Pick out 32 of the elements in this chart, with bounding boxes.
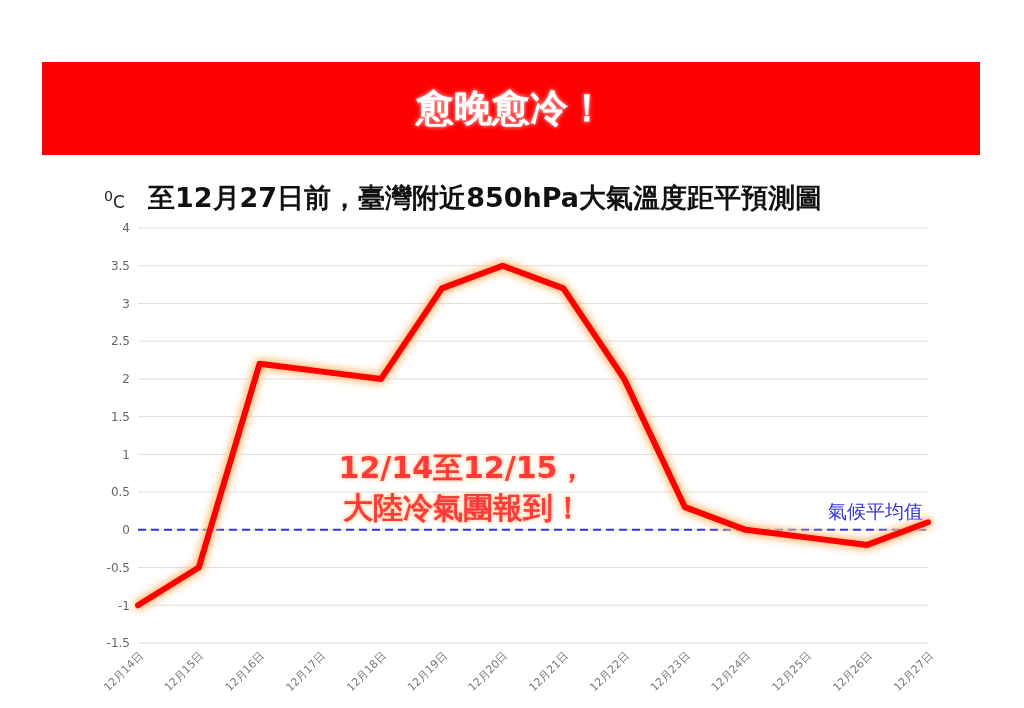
chart-subtitle: 至12月27日前，臺灣附近850hPa大氣溫度距平預測圖 xyxy=(148,181,823,215)
y-axis-title: $^{0}$C xyxy=(104,188,125,212)
x-tick-label: 12月26日 xyxy=(830,649,875,694)
x-tick-label: 12月17日 xyxy=(283,649,328,694)
y-tick-label: 0.5 xyxy=(110,485,130,500)
x-tick-label: 12月22日 xyxy=(587,649,632,694)
y-tick-label: 2.5 xyxy=(110,334,130,349)
x-tick-label: 12月19日 xyxy=(404,649,450,694)
x-tick-label: 12月15日 xyxy=(161,649,207,694)
x-tick-label: 12月20日 xyxy=(465,649,511,694)
y-tick-label: 0 xyxy=(122,523,130,538)
chart-title: 愈晚愈冷！ xyxy=(42,62,980,155)
ref-line-label: 氣候平均值 xyxy=(828,500,923,523)
x-tick-label: 12月21日 xyxy=(526,649,572,694)
annotation: 大陸冷氣團報到！ xyxy=(342,489,584,527)
x-tick-label: 12月16日 xyxy=(222,649,268,694)
y-tick-label: -1 xyxy=(118,598,130,613)
y-tick-label: 4 xyxy=(122,221,130,236)
x-tick-label: 12月24日 xyxy=(708,649,754,694)
y-tick-label: 2 xyxy=(122,372,130,387)
y-tick-label: -0.5 xyxy=(106,560,130,575)
x-tick-label: 12月27日 xyxy=(891,649,936,694)
y-tick-label: 1.5 xyxy=(110,409,130,424)
x-tick-label: 12月23日 xyxy=(648,649,693,694)
y-tick-label: 3.5 xyxy=(110,258,130,273)
y-tick-label: -1.5 xyxy=(106,636,130,651)
x-tick-label: 12月14日 xyxy=(101,649,146,694)
y-tick-label: 3 xyxy=(122,296,130,311)
y-tick-label: 1 xyxy=(122,447,130,462)
x-tick-label: 12月25日 xyxy=(769,649,815,694)
annotation: 12/14至12/15， xyxy=(337,449,589,487)
x-tick-label: 12月18日 xyxy=(344,649,389,694)
